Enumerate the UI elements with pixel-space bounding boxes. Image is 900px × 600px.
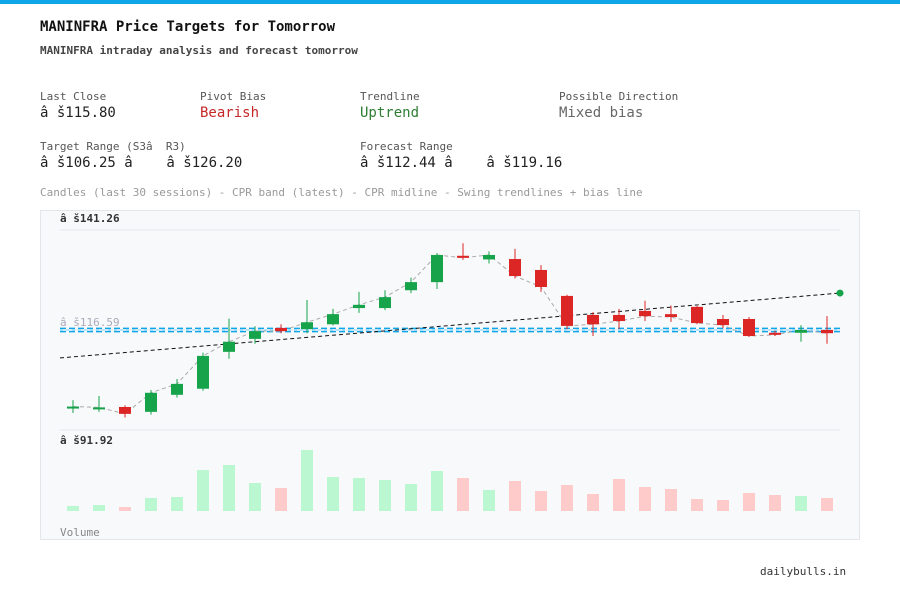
candle-body xyxy=(587,314,599,325)
stat-value: â š115.80 xyxy=(40,105,116,121)
volume-bar xyxy=(431,471,443,511)
volume-bar xyxy=(821,498,833,511)
candle-body xyxy=(613,314,625,322)
candle-body xyxy=(509,259,521,277)
volume-bar xyxy=(327,477,339,511)
candle-body xyxy=(717,319,729,326)
y-tick-label: â š141.26 xyxy=(60,212,120,225)
trendline xyxy=(59,292,841,359)
candle-body xyxy=(769,332,781,335)
volume-bar xyxy=(93,505,105,511)
candle-body xyxy=(691,306,703,324)
candle-body xyxy=(665,314,677,317)
candle-body xyxy=(379,297,391,309)
volume-bar xyxy=(301,450,313,511)
candle-body xyxy=(119,406,131,414)
stat-value: Mixed bias xyxy=(559,105,644,121)
volume-bar xyxy=(535,491,547,511)
volume-bar xyxy=(249,483,261,511)
footer: dailybulls.in xyxy=(760,565,847,578)
volume-bar xyxy=(509,481,521,511)
volume-bar xyxy=(665,489,677,511)
volume-bar xyxy=(67,506,79,511)
candle-body xyxy=(457,255,469,258)
volume-bar xyxy=(171,497,183,511)
stat-label: Possible Direction xyxy=(559,90,679,103)
candle-body xyxy=(639,310,651,317)
volume-bar xyxy=(587,494,599,511)
volume-bar xyxy=(457,478,469,511)
volume-bar xyxy=(197,470,209,511)
stat-value: Bearish xyxy=(200,105,260,121)
volume-bar xyxy=(795,496,807,511)
volume-label: Volume xyxy=(60,526,100,539)
trend-end xyxy=(836,289,844,297)
candle-body xyxy=(795,329,807,333)
candle-body xyxy=(145,392,157,412)
candle-body xyxy=(353,304,365,309)
volume-bar xyxy=(353,478,365,511)
volume-bar xyxy=(379,480,391,511)
subtitle: MANINFRA intraday analysis and forecast … xyxy=(40,44,358,57)
y-tick-label: â š91.92 xyxy=(60,434,113,447)
volume-bar xyxy=(561,485,573,511)
candle-body xyxy=(67,406,79,409)
candle-body xyxy=(171,383,183,395)
volume-bar xyxy=(483,490,495,511)
volume-bar xyxy=(613,479,625,511)
candle-body xyxy=(821,329,833,334)
stat-label: Forecast Range xyxy=(360,140,453,153)
stat-label: Trendline xyxy=(360,90,420,103)
volume-bar xyxy=(639,487,651,511)
candle-body xyxy=(327,314,339,325)
candle-body xyxy=(405,282,417,291)
candle-body xyxy=(743,319,755,337)
candle-body xyxy=(301,322,313,330)
volume-bar xyxy=(743,493,755,511)
candle-body xyxy=(223,341,235,352)
volume-bar xyxy=(275,488,287,511)
volume-bar xyxy=(119,507,131,511)
candle-body xyxy=(93,407,105,410)
top-bar xyxy=(0,0,900,4)
stat-value: Uptrend xyxy=(360,105,420,121)
volume-bar xyxy=(145,498,157,511)
volume-bar xyxy=(691,499,703,511)
volume-bar xyxy=(717,500,729,511)
stat-label: Target Range (S3â R3) xyxy=(40,140,186,153)
candle-body xyxy=(561,295,573,326)
candle-body xyxy=(431,254,443,283)
candle-body xyxy=(483,254,495,260)
volume-bar xyxy=(405,484,417,511)
candle-body xyxy=(197,355,209,389)
stat-label: Pivot Bias xyxy=(200,90,267,103)
title: MANINFRA Price Targets for Tomorrow xyxy=(40,19,336,35)
stat-value: â š106.25 â â š126.20 xyxy=(40,155,243,171)
close-line xyxy=(72,254,828,415)
caption: Candles (last 30 sessions) - CPR band (l… xyxy=(40,186,643,199)
candle-body xyxy=(249,331,261,339)
volume-bar xyxy=(769,495,781,511)
stat-label: Last Close xyxy=(40,90,107,103)
candle-body xyxy=(535,269,547,287)
chart-box xyxy=(40,210,860,540)
volume-bar xyxy=(223,465,235,511)
candle-body xyxy=(275,327,287,332)
stat-value: â š112.44 â â š119.16 xyxy=(360,155,563,171)
y-tick-label: â š116.59 xyxy=(60,316,120,329)
